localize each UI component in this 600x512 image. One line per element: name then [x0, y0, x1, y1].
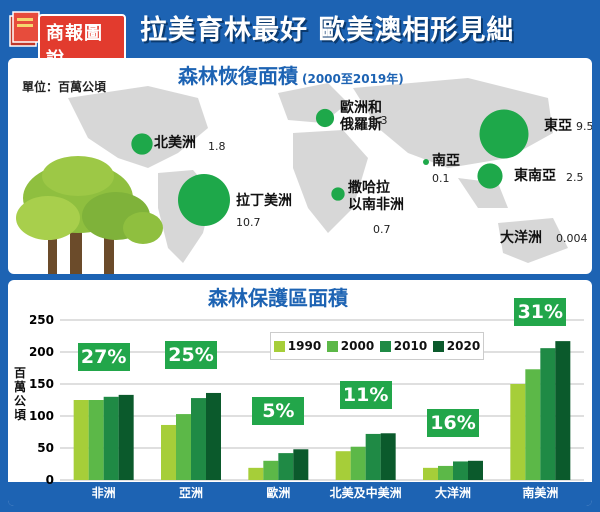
bar	[540, 348, 556, 480]
region-value: 2.5	[566, 171, 584, 184]
percent-label: 31%	[514, 298, 567, 326]
bar	[263, 460, 279, 480]
legend-label: 2020	[446, 339, 481, 353]
legend-item: 1990	[273, 339, 322, 353]
percent-label: 25%	[165, 340, 217, 369]
x-tick-label: 北美及中美洲	[330, 485, 402, 500]
region-value: 0.7	[373, 223, 391, 236]
bar	[453, 461, 468, 480]
protected-area-panel: 森林保護區面積 百萬公頃 0 50 100 150 200 250 非洲 亞洲 歐洲 北美及中美洲…	[8, 280, 592, 506]
percent-label: 16%	[427, 408, 479, 437]
bar	[423, 467, 438, 480]
chart-title: 森林保護區面積	[208, 286, 348, 310]
legend-label: 2010	[393, 339, 428, 353]
legend-swatch	[432, 340, 444, 352]
legend-swatch	[273, 340, 285, 352]
region-bubble	[331, 187, 345, 201]
bar	[293, 449, 309, 480]
chart-legend: 1990 2000 2010 2020	[270, 332, 484, 360]
map-subtitle: (2000至2019年)	[302, 72, 404, 86]
header: 商報圖說 拉美育林最好 歐美澳相形見絀	[0, 0, 600, 76]
y-tick-label: 250	[29, 313, 54, 327]
map-title-text: 森林恢復面積	[178, 64, 298, 88]
legend-label: 2000	[340, 339, 375, 353]
percent-label: 27%	[77, 342, 130, 371]
legend-item: 2020	[432, 339, 481, 353]
bar-chart: 0 50 100 150 200 250 非洲 亞洲 歐洲 北美及中美洲 大洋洲 南美洲	[8, 313, 592, 506]
bar	[88, 400, 104, 480]
legend-label: 1990	[287, 339, 322, 353]
region-bubble	[479, 109, 529, 159]
x-tick-label: 亞洲	[179, 486, 203, 500]
legend-item: 2010	[379, 339, 428, 353]
bar	[380, 433, 396, 480]
region-bubble	[178, 174, 230, 226]
region-value: 9.5	[576, 120, 592, 133]
region-bubble	[423, 159, 429, 165]
region-label: 東南亞	[514, 168, 556, 184]
region-value: 1.8	[208, 140, 226, 153]
y-tick-label: 100	[29, 409, 54, 423]
x-tick-label: 非洲	[92, 485, 116, 500]
bar	[248, 467, 264, 480]
map-title: 森林恢復面積 (2000至2019年)	[178, 60, 404, 89]
bar	[278, 453, 294, 480]
y-tick-label: 50	[37, 441, 54, 455]
bar	[365, 433, 381, 480]
region-label: 拉丁美洲	[236, 193, 292, 209]
y-tick-label: 200	[29, 345, 54, 359]
region-label: 東亞	[544, 118, 572, 134]
region-label: 南亞	[432, 153, 460, 169]
unit-label: 單位：百萬公頃	[22, 80, 107, 94]
forest-recovery-panel: 森林恢復面積 (2000至2019年) 單位：百萬公頃 北美洲 1.8 拉丁美洲 10.…	[8, 58, 592, 274]
bar	[468, 460, 483, 480]
region-bubble	[315, 108, 335, 128]
y-tick-label: 150	[29, 377, 54, 391]
percent-label: 11%	[339, 381, 392, 410]
bar	[176, 414, 191, 480]
book-icon	[9, 11, 40, 47]
bar	[161, 424, 176, 480]
region-label: 撒哈拉 以南非洲	[348, 180, 404, 213]
region-label: 歐洲和 俄羅斯	[340, 100, 382, 133]
region-value: 0.004	[556, 232, 588, 245]
bar	[103, 396, 119, 480]
region-value: 10.7	[236, 216, 261, 229]
legend-item: 2000	[326, 339, 375, 353]
y-axis-label: 百萬公頃	[13, 366, 26, 422]
bar	[118, 394, 134, 480]
bar	[73, 400, 89, 480]
bar	[206, 392, 221, 480]
logo: 商報圖說	[8, 6, 126, 76]
bar	[510, 384, 526, 480]
legend-swatch	[379, 340, 391, 352]
bar	[438, 465, 453, 480]
region-value: 0.1	[432, 172, 450, 185]
x-tick-label: 大洋洲	[435, 485, 471, 500]
region-label: 大洋洲	[500, 230, 542, 246]
bar	[350, 446, 366, 480]
tree-illustration	[16, 156, 163, 274]
region-value: 1.3	[370, 114, 388, 127]
region-bubble	[131, 133, 153, 155]
bar	[335, 451, 351, 480]
bar	[191, 398, 206, 480]
y-tick-label: 0	[46, 473, 54, 487]
bar	[525, 369, 541, 480]
headline: 拉美育林最好 歐美澳相形見絀	[140, 15, 515, 46]
x-tick-label: 歐洲	[266, 485, 290, 500]
world-map	[16, 78, 568, 274]
x-axis-band	[8, 482, 592, 506]
legend-swatch	[326, 340, 338, 352]
region-bubble	[477, 163, 503, 189]
x-tick-label: 南美洲	[522, 485, 558, 500]
region-label: 北美洲	[154, 135, 196, 151]
percent-label: 5%	[252, 397, 305, 426]
bar	[555, 341, 571, 480]
